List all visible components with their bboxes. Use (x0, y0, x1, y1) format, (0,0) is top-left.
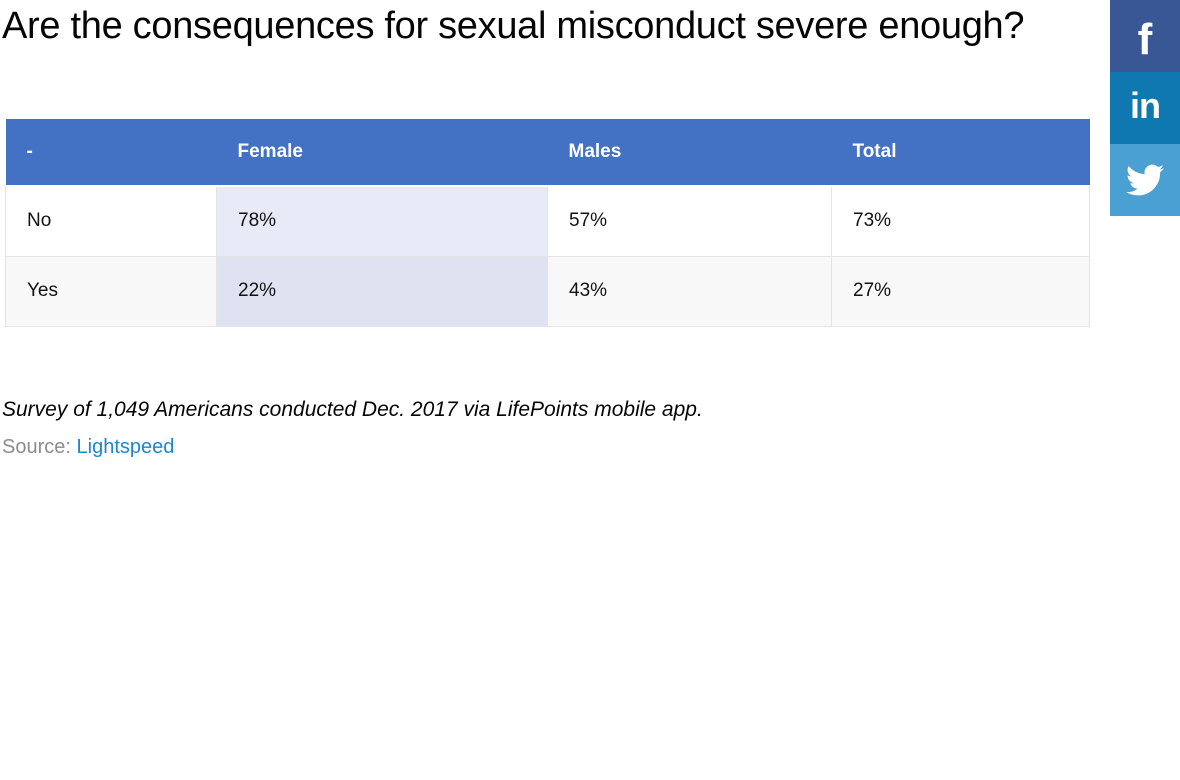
twitter-icon (1123, 161, 1167, 199)
linkedin-icon: in (1130, 85, 1161, 126)
cell-no-males: 57% (547, 185, 832, 257)
twitter-share-button[interactable] (1110, 144, 1180, 216)
survey-table: - Female Males Total No 78% 57% 73% Yes … (5, 119, 1090, 327)
source-link[interactable]: Lightspeed (76, 436, 175, 458)
column-header-blank: - (5, 119, 217, 187)
source-line: Source: Lightspeed (2, 436, 174, 459)
table-row: No 78% 57% 73% (5, 185, 1090, 257)
cell-yes-total: 27% (831, 255, 1090, 327)
source-label: Source: (2, 436, 71, 458)
cell-no-total: 73% (831, 185, 1090, 257)
facebook-icon: f (1137, 15, 1153, 64)
page-title: Are the consequences for sexual miscondu… (2, 5, 1025, 47)
share-rail: f in (1110, 0, 1180, 216)
linkedin-share-button[interactable]: in (1110, 72, 1180, 144)
cell-yes-female: 22% (216, 255, 548, 327)
cell-no-female: 78% (216, 185, 548, 257)
table-header-row: - Female Males Total (5, 119, 1090, 187)
row-label-yes: Yes (5, 255, 217, 327)
table-row: Yes 22% 43% 27% (5, 255, 1090, 327)
column-header-total: Total (831, 119, 1090, 187)
survey-footnote: Survey of 1,049 Americans conducted Dec.… (2, 398, 703, 421)
column-header-males: Males (547, 119, 832, 187)
column-header-female: Female (216, 119, 548, 187)
row-label-no: No (5, 185, 217, 257)
survey-table-container: - Female Males Total No 78% 57% 73% Yes … (5, 119, 1090, 327)
facebook-share-button[interactable]: f (1110, 0, 1180, 72)
cell-yes-males: 43% (547, 255, 832, 327)
